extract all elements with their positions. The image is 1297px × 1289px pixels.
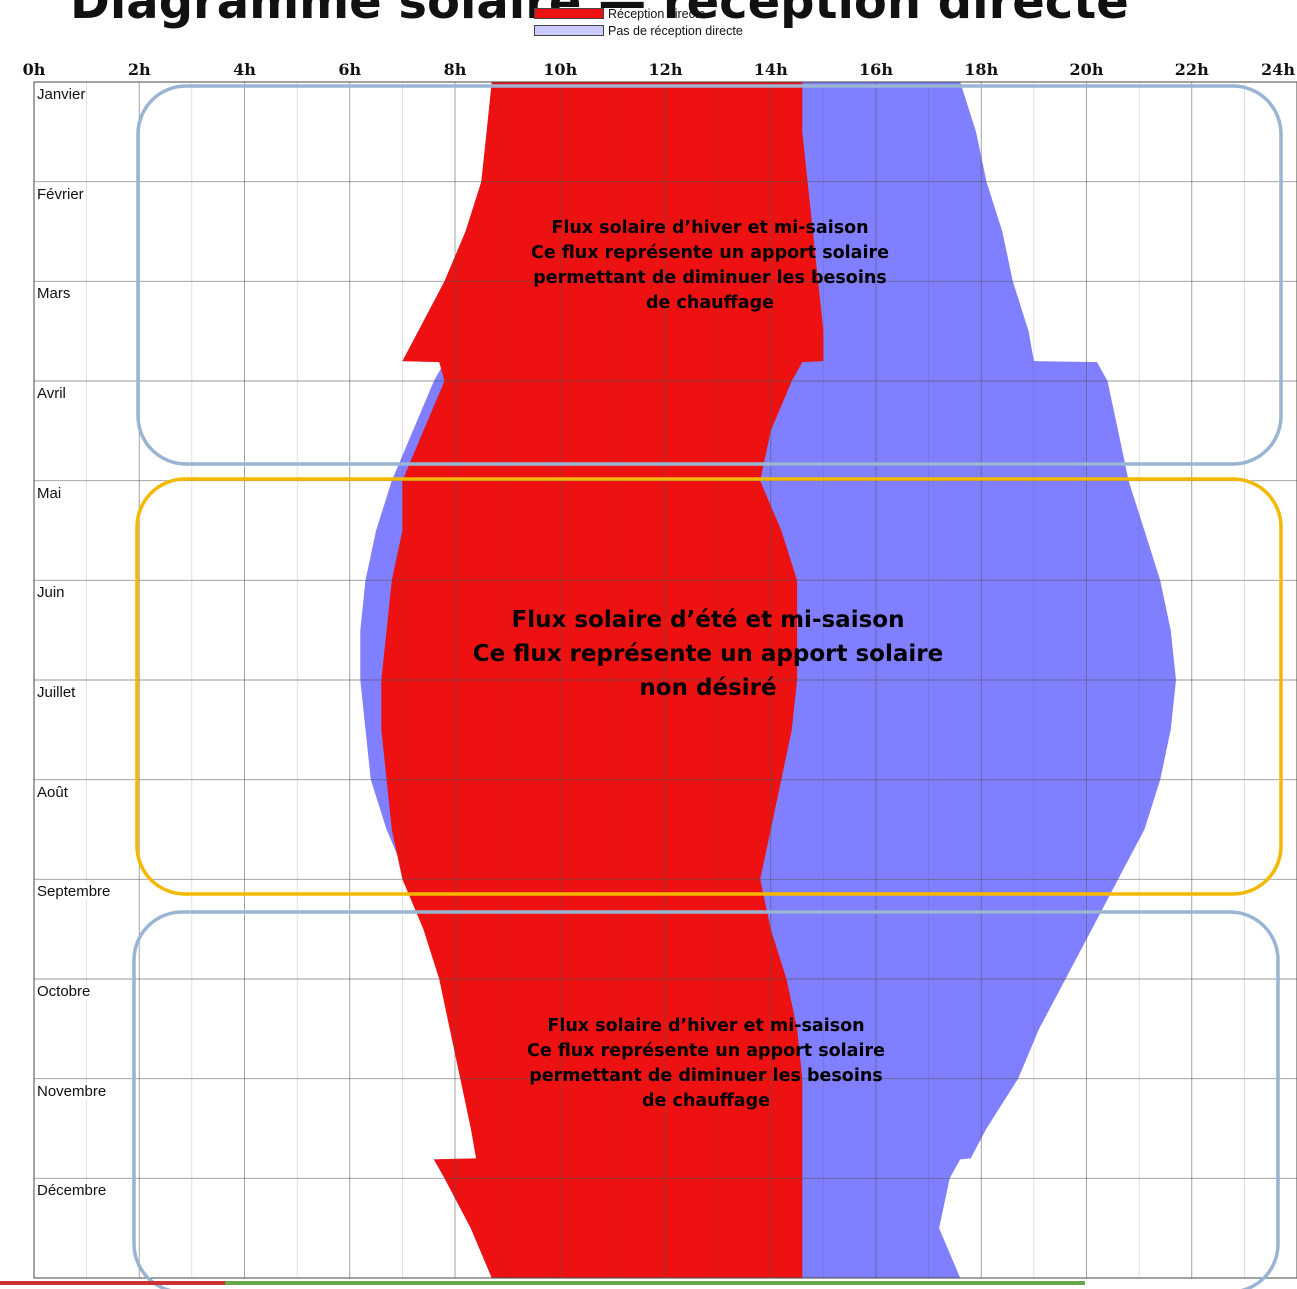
annotation-winter-bottom-line4: de chauffage: [642, 1091, 770, 1111]
month-label: Octobre: [37, 983, 91, 1000]
footer-line-left: [0, 1281, 225, 1285]
annotation-winter-bottom-line1: Flux solaire d’hiver et mi-saison: [547, 1016, 865, 1036]
hour-tick-label: 24h: [1261, 60, 1295, 79]
annotation-winter-bottom-line2: Ce flux représente un apport solaire: [527, 1041, 885, 1061]
annotation-summer-line1: Flux solaire d’été et mi-saison: [511, 607, 905, 633]
winter-box-top: [136, 84, 1283, 466]
footer-line-right: [225, 1281, 1085, 1285]
annotation-summer: Flux solaire d’été et mi-saison Ce flux …: [473, 603, 943, 705]
hour-tick-label: 22h: [1174, 60, 1209, 79]
hour-tick-label: 12h: [648, 60, 683, 79]
month-label: Septembre: [37, 883, 111, 901]
legend-swatch-indirect: [534, 25, 604, 36]
hour-tick-label: 20h: [1069, 60, 1104, 79]
legend-swatch-direct: [534, 8, 604, 19]
month-label: Janvier: [37, 86, 86, 103]
hour-tick-label: 4h: [233, 60, 256, 79]
annotation-winter-top-line2: Ce flux représente un apport solaire: [531, 243, 889, 263]
legend-item-indirect: Pas de réception directe: [534, 22, 743, 39]
hour-tick-label: 0h: [22, 60, 46, 79]
month-label: Mars: [37, 285, 71, 303]
hour-tick-label: 8h: [443, 60, 467, 79]
month-label: Avril: [37, 385, 66, 402]
month-label: Février: [37, 185, 84, 203]
plot-frame: [33, 81, 1297, 1279]
legend-label-direct: Réception directe: [608, 6, 706, 21]
hour-tick-label: 6h: [338, 60, 362, 79]
legend-label-indirect: Pas de réception directe: [608, 23, 743, 38]
hour-tick-label: 16h: [859, 60, 893, 79]
summer-box: [135, 477, 1283, 896]
grid-layer: [33, 81, 1297, 1279]
annotation-winter-bottom-line3: permettant de diminuer les besoins: [529, 1066, 883, 1086]
hour-tick-label: 18h: [964, 60, 999, 79]
month-label: Juin: [37, 584, 65, 602]
annotation-summer-line3: non désiré: [639, 675, 777, 701]
annotation-winter-top-line3: permettant de diminuer les besoins: [533, 268, 887, 288]
hour-tick-label: 10h: [543, 60, 578, 79]
hour-tick-label: 2h: [127, 60, 151, 79]
month-label: Mai: [37, 484, 62, 502]
annotation-winter-bottom: Flux solaire d’hiver et mi-saison Ce flu…: [527, 1014, 885, 1114]
annotation-summer-line2: Ce flux représente un apport solaire: [472, 641, 944, 667]
month-label: Décembre: [37, 1182, 107, 1200]
annotation-winter-top: Flux solaire d’hiver et mi-saison Ce flu…: [531, 216, 889, 316]
month-label: Août: [37, 783, 68, 801]
annotation-winter-top-line1: Flux solaire d’hiver et mi-saison: [551, 218, 869, 238]
hour-tick-label: 14h: [753, 60, 788, 79]
legend: Réception directe Pas de réception direc…: [534, 5, 743, 39]
box-layer: [132, 84, 1283, 1289]
month-label: Novembre: [37, 1082, 107, 1100]
legend-item-direct: Réception directe: [534, 5, 743, 22]
winter-box-bottom: [132, 910, 1280, 1289]
annotation-winter-top-line4: de chauffage: [646, 293, 774, 313]
month-label: Juillet: [37, 684, 76, 701]
